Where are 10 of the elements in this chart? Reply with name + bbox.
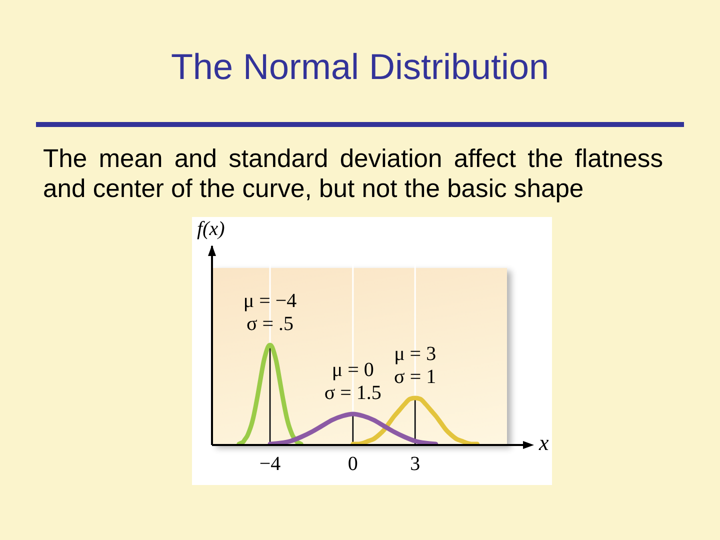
chart-subtitle: The mean and standard deviation affect the flatness and center of the curve, but not the basic shape [43,144,663,204]
chart-title: The Normal Distribution [170,45,550,88]
annotation: μ = −4 σ = .5 [243,290,297,335]
x-axis-title: x [539,430,549,456]
annotation: μ = 3 σ = 1 [394,343,436,388]
x-tick-label: −4 [259,453,281,476]
annotation: μ = 0 σ = 1.5 [324,359,382,404]
x-tick-label: 3 [410,453,420,476]
x-tick-label: 0 [348,453,358,476]
text: f(x) [197,217,225,241]
